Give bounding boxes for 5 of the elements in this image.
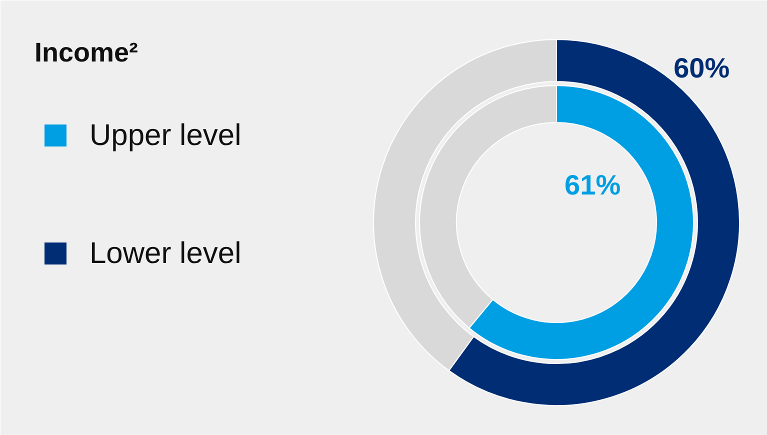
data-label: 60% [674,52,730,84]
legend-label: Lower level [90,237,242,270]
legend-label: Upper level [90,119,242,152]
chart-title: Income² [34,38,138,68]
data-label: 61% [564,170,621,201]
